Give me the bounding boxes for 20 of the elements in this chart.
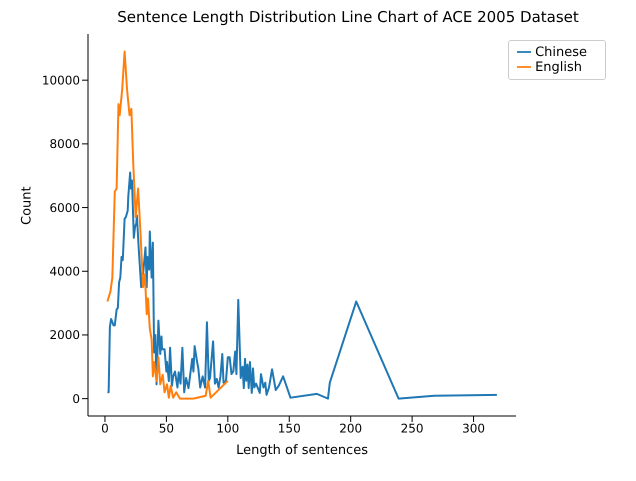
line-series (106, 50, 229, 400)
legend-label: English (535, 60, 582, 75)
x-tick-label: 100 (216, 422, 240, 436)
y-tick-label: 6000 (49, 200, 80, 215)
x-tick-label: 300 (462, 422, 486, 436)
legend-label: Chinese (535, 45, 587, 60)
x-tick-label: 0 (101, 422, 109, 436)
y-tick-label: 2000 (49, 328, 80, 342)
x-tick-label: 50 (158, 422, 174, 436)
x-tick-label: 200 (339, 422, 362, 436)
x-tick-label: 150 (278, 422, 301, 436)
y-axis-title: Count (20, 186, 35, 225)
x-tick-label: 250 (400, 422, 424, 436)
y-tick-label: 8000 (49, 137, 80, 152)
line-series (106, 172, 498, 400)
y-tick-label: 0 (72, 392, 80, 406)
x-axis-title: Length of sentences (236, 443, 368, 458)
y-tick-label: 4000 (49, 264, 80, 279)
chart-title: Sentence Length Distribution Line Chart of ACE 2005 Dataset (116, 8, 580, 26)
y-tick-label: 10000 (42, 73, 80, 88)
